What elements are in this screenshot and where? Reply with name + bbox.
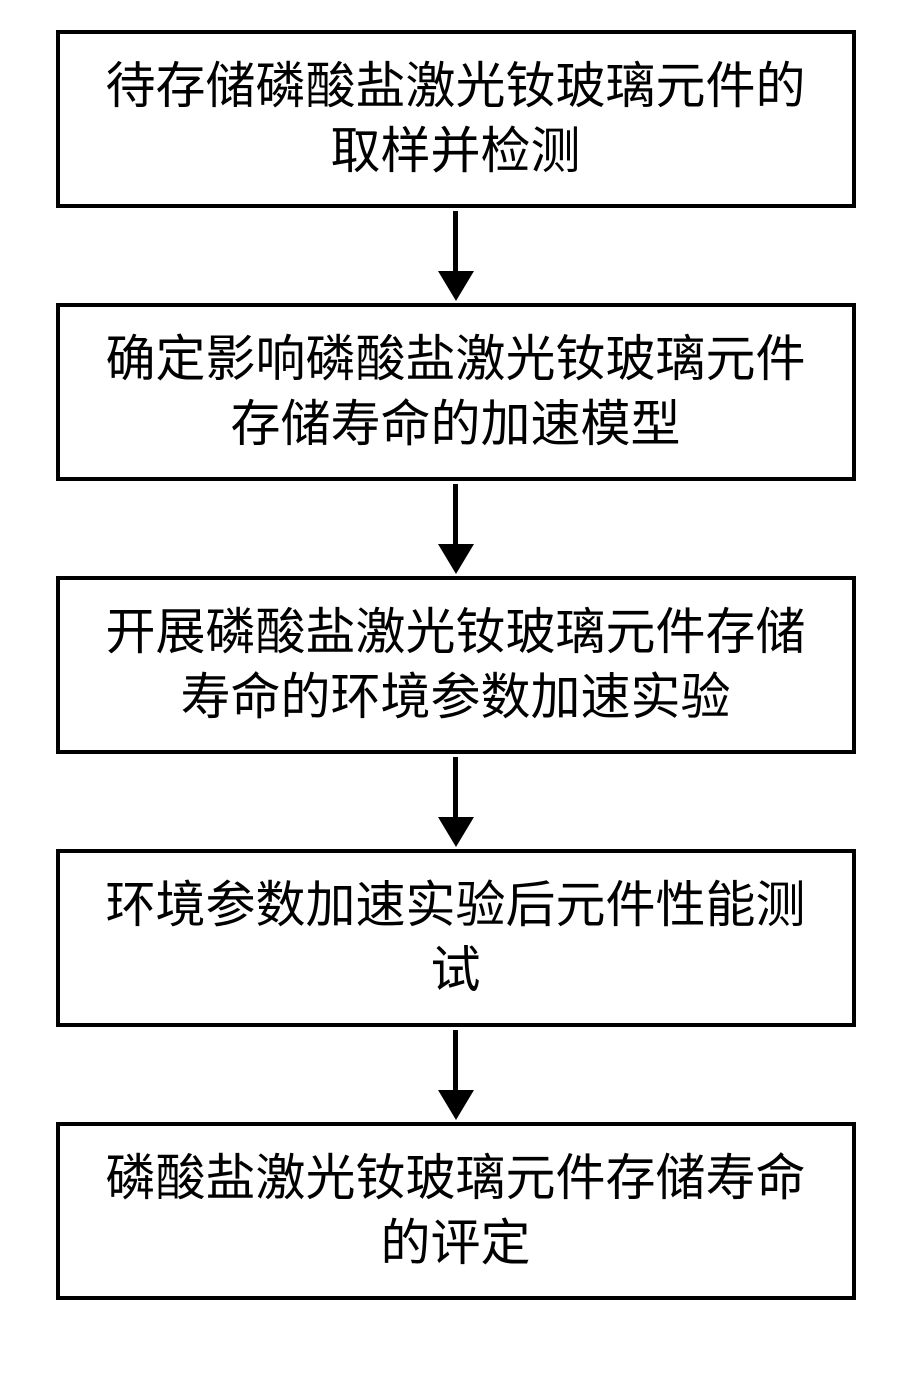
flowchart-step-1: 待存储磷酸盐激光钕玻璃元件的取样并检测 (56, 30, 856, 208)
flowchart-step-2: 确定影响磷酸盐激光钕玻璃元件存储寿命的加速模型 (56, 303, 856, 481)
arrow-2-to-3 (438, 481, 474, 576)
arrow-head-icon (438, 817, 474, 847)
flowchart-step-4: 环境参数加速实验后元件性能测试 (56, 849, 856, 1027)
arrow-line (453, 484, 458, 544)
arrow-head-icon (438, 544, 474, 574)
arrow-3-to-4 (438, 754, 474, 849)
flowchart-step-3: 开展磷酸盐激光钕玻璃元件存储寿命的环境参数加速实验 (56, 576, 856, 754)
arrow-4-to-5 (438, 1027, 474, 1122)
arrow-line (453, 757, 458, 817)
step-3-label: 开展磷酸盐激光钕玻璃元件存储寿命的环境参数加速实验 (90, 600, 822, 730)
arrow-1-to-2 (438, 208, 474, 303)
flowchart-step-5: 磷酸盐激光钕玻璃元件存储寿命的评定 (56, 1122, 856, 1300)
arrow-head-icon (438, 1090, 474, 1120)
step-1-label: 待存储磷酸盐激光钕玻璃元件的取样并检测 (90, 54, 822, 184)
arrow-head-icon (438, 271, 474, 301)
step-4-label: 环境参数加速实验后元件性能测试 (90, 873, 822, 1003)
step-2-label: 确定影响磷酸盐激光钕玻璃元件存储寿命的加速模型 (90, 327, 822, 457)
arrow-line (453, 1030, 458, 1090)
step-5-label: 磷酸盐激光钕玻璃元件存储寿命的评定 (90, 1146, 822, 1276)
arrow-line (453, 211, 458, 271)
